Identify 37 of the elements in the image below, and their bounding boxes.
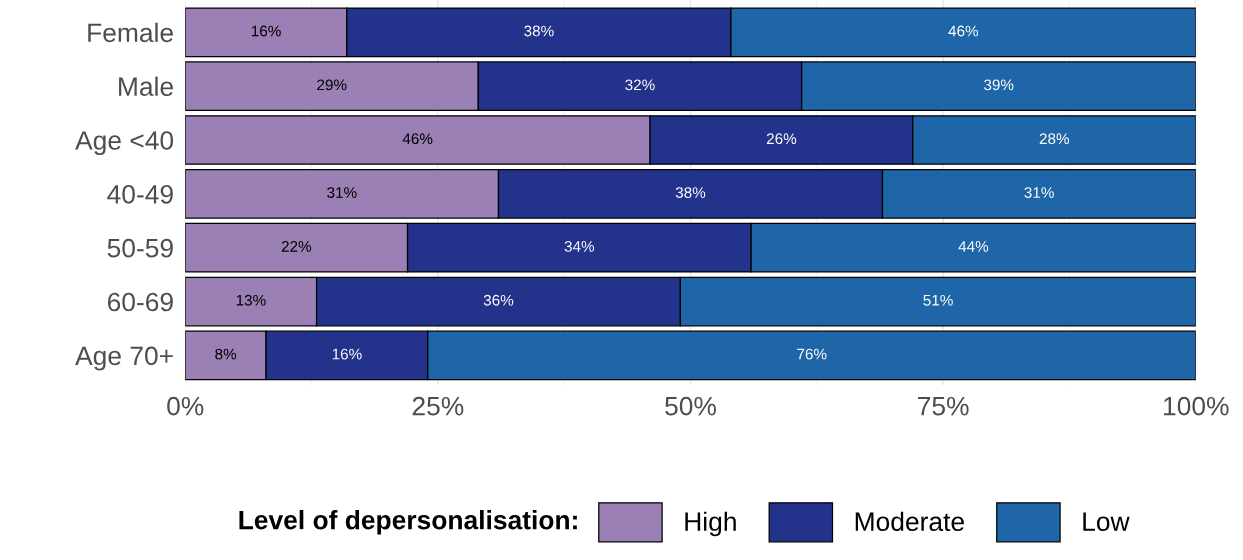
data-label: 26% — [766, 133, 797, 145]
data-label: 8% — [215, 348, 237, 360]
data-label: 46% — [402, 133, 433, 145]
x-tick-label: 25% — [412, 396, 464, 416]
data-label: 76% — [797, 348, 827, 360]
data-label: 31% — [1024, 187, 1054, 198]
legend-title: Level of depersonalisation: — [239, 510, 577, 535]
y-tick-label: Male — [119, 76, 173, 96]
data-label: 51% — [923, 294, 953, 306]
x-tick-label: 0% — [167, 396, 204, 416]
data-label: 44% — [958, 241, 989, 252]
data-label: 46% — [948, 25, 979, 37]
legend-label: Low — [1083, 512, 1130, 532]
data-label: 32% — [625, 79, 655, 91]
y-tick-label: 50-59 — [107, 238, 173, 258]
x-tick-label: 50% — [665, 396, 716, 416]
y-tick-label: 40-49 — [107, 184, 173, 204]
data-label: 39% — [984, 79, 1014, 91]
y-tick-label: 60-69 — [107, 292, 173, 312]
data-label: 29% — [317, 79, 347, 91]
data-label: 13% — [236, 294, 266, 306]
y-tick-label: Female — [88, 22, 173, 43]
data-label: 38% — [524, 25, 554, 37]
legend-label: Moderate — [855, 511, 964, 532]
legend-label: High — [685, 511, 736, 537]
data-label: 16% — [251, 25, 281, 37]
x-tick-label: 100% — [1164, 396, 1229, 416]
y-tick-label: Age <40 — [75, 131, 174, 156]
data-label: 22% — [281, 240, 312, 252]
data-label: 16% — [332, 348, 362, 360]
y-tick-label: Age 70+ — [75, 346, 173, 371]
data-label: 31% — [327, 187, 357, 198]
data-label: 28% — [1039, 133, 1070, 145]
data-label: 38% — [675, 187, 706, 198]
data-label: 34% — [564, 240, 595, 252]
data-label: 36% — [483, 294, 514, 306]
x-tick-label: 75% — [918, 396, 969, 416]
